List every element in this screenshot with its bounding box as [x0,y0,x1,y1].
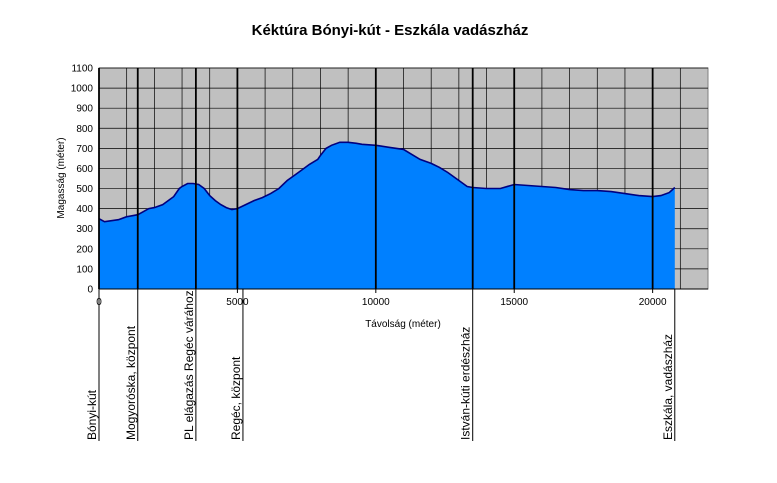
waypoint-label: Regéc, központ [229,356,243,440]
y-tick-label: 0 [87,285,93,296]
y-tick-label: 700 [76,144,93,155]
y-tick-label: 600 [76,164,93,175]
elevation-line [98,141,676,223]
waypoint-label: Mogyoróska, központ [124,325,138,440]
vertical-markers [98,68,708,290]
x-tick-label: 5000 [226,297,249,308]
x-tick-label: 10000 [362,297,390,308]
waypoint-label: István-kúti erdészház [459,327,473,440]
y-tick-label: 1100 [71,64,93,75]
y-tick-label: 1000 [71,84,94,95]
x-tick-label: 15000 [500,297,528,308]
elevation-area [99,142,675,289]
y-tick-label: 200 [76,244,93,255]
y-tick-label: 300 [76,224,93,235]
x-axis-label: Távolság (méter) [365,319,441,330]
x-tick-label: 20000 [639,297,667,308]
waypoint-label: PL elágazás Regéc várához [182,290,196,440]
waypoint-labels: Bónyi-kút Mogyoróska, központ PL elágazás … [85,289,676,441]
y-tick-label: 800 [76,124,93,135]
y-tick-label: 900 [76,104,93,115]
waypoint-label: Bónyi-kút [85,389,99,440]
y-tick-label: 100 [76,264,93,275]
y-tick-label: 500 [76,184,93,195]
y-axis-label: Magasság (méter) [56,137,67,218]
chart-title: Kéktúra Bónyi-kút - Eszkála vadászház [252,22,529,39]
y-tick-label: 400 [76,204,93,215]
y-tick-labels: 0 100 200 300 400 500 600 700 800 900 1000 1100 [71,64,94,296]
waypoint-label: Eszkála, vadászház [661,334,675,440]
